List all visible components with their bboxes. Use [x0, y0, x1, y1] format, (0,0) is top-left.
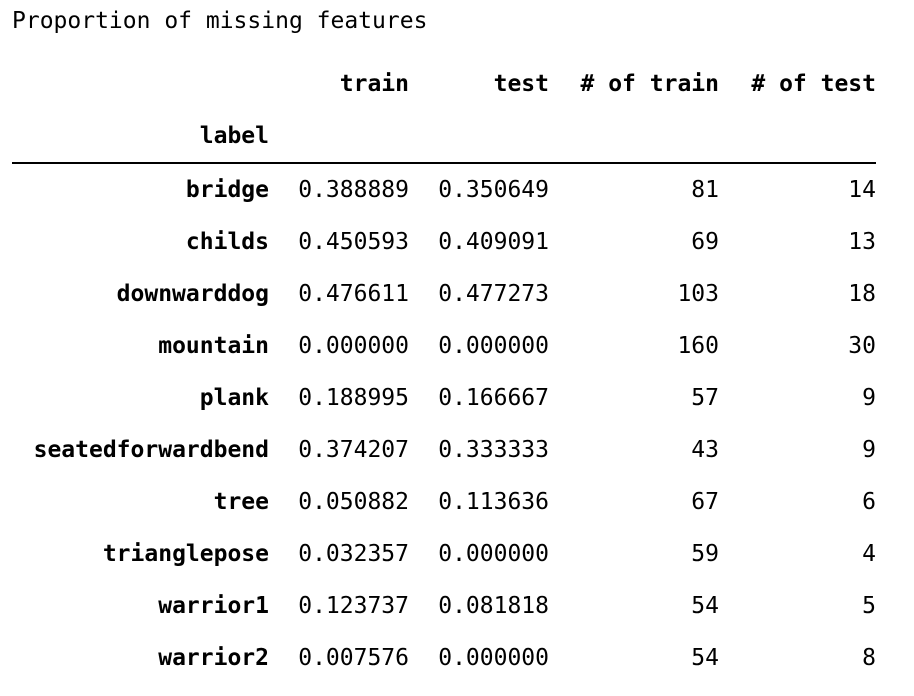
cell-train: 0.476611 [298, 281, 409, 307]
cell-num-test: 8 [862, 645, 876, 671]
table-header: train test # of train # of test label [12, 58, 876, 164]
table-row: downwarddog 0.476611 0.477273 103 18 [12, 268, 876, 320]
cell-num-test: 4 [862, 541, 876, 567]
table-row: childs 0.450593 0.409091 69 13 [12, 216, 876, 268]
missing-features-table: train test # of train # of test label br… [12, 58, 876, 684]
cell-num-train: 59 [691, 541, 719, 567]
row-label: bridge [185, 177, 269, 203]
cell-num-test: 9 [862, 437, 876, 463]
cell-train: 0.374207 [298, 437, 409, 463]
cell-num-test: 5 [862, 593, 876, 619]
table-row: seatedforwardbend 0.374207 0.333333 43 9 [12, 424, 876, 476]
corner-cell [12, 58, 269, 110]
cell-num-test: 9 [862, 385, 876, 411]
empty-header-cell [549, 110, 719, 164]
row-label: downwarddog [116, 281, 269, 307]
row-label: childs [185, 229, 269, 255]
cell-train: 0.123737 [298, 593, 409, 619]
cell-train: 0.000000 [298, 333, 409, 359]
column-header-num-test: # of test [751, 71, 876, 97]
cell-num-test: 14 [848, 177, 876, 203]
table-row: warrior2 0.007576 0.000000 54 8 [12, 632, 876, 684]
cell-test: 0.333333 [438, 437, 549, 463]
cell-train: 0.007576 [298, 645, 409, 671]
empty-header-cell [269, 110, 409, 164]
table-row: plank 0.188995 0.166667 57 9 [12, 372, 876, 424]
table-row: tree 0.050882 0.113636 67 6 [12, 476, 876, 528]
cell-test: 0.350649 [438, 177, 549, 203]
column-header-test: test [493, 71, 549, 97]
cell-test: 0.477273 [438, 281, 549, 307]
column-header-row: train test # of train # of test [12, 58, 876, 110]
cell-test: 0.000000 [438, 541, 549, 567]
cell-test: 0.113636 [438, 489, 549, 515]
cell-test: 0.081818 [438, 593, 549, 619]
index-name: label [12, 110, 269, 164]
cell-train: 0.450593 [298, 229, 409, 255]
table-row: bridge 0.388889 0.350649 81 14 [12, 163, 876, 216]
empty-header-cell [719, 110, 876, 164]
cell-num-train: 69 [691, 229, 719, 255]
cell-num-train: 54 [691, 593, 719, 619]
row-label: warrior1 [158, 593, 269, 619]
cell-test: 0.000000 [438, 333, 549, 359]
row-label: mountain [158, 333, 269, 359]
row-label: tree [213, 489, 269, 515]
cell-train: 0.050882 [298, 489, 409, 515]
cell-test: 0.166667 [438, 385, 549, 411]
cell-train: 0.188995 [298, 385, 409, 411]
table-row: warrior1 0.123737 0.081818 54 5 [12, 580, 876, 632]
cell-num-test: 30 [848, 333, 876, 359]
cell-num-train: 103 [677, 281, 719, 307]
row-label: seatedforwardbend [33, 437, 269, 463]
index-name-row: label [12, 110, 876, 164]
empty-header-cell [409, 110, 549, 164]
cell-num-train: 81 [691, 177, 719, 203]
cell-num-test: 18 [848, 281, 876, 307]
cell-num-train: 43 [691, 437, 719, 463]
row-label: warrior2 [158, 645, 269, 671]
column-header-num-train: # of train [580, 71, 719, 97]
cell-test: 0.000000 [438, 645, 549, 671]
cell-train: 0.032357 [298, 541, 409, 567]
cell-num-test: 13 [848, 229, 876, 255]
cell-num-train: 57 [691, 385, 719, 411]
cell-num-train: 67 [691, 489, 719, 515]
cell-train: 0.388889 [298, 177, 409, 203]
row-label: trianglepose [102, 541, 269, 567]
cell-num-test: 6 [862, 489, 876, 515]
table-caption: Proportion of missing features [12, 8, 428, 34]
cell-test: 0.409091 [438, 229, 549, 255]
table-body: bridge 0.388889 0.350649 81 14 childs 0.450593… [12, 163, 876, 684]
column-header-train: train [339, 71, 409, 97]
table-row: trianglepose 0.032357 0.000000 59 4 [12, 528, 876, 580]
cell-num-train: 160 [677, 333, 719, 359]
cell-num-train: 54 [691, 645, 719, 671]
row-label: plank [199, 385, 269, 411]
table-row: mountain 0.000000 0.000000 160 30 [12, 320, 876, 372]
